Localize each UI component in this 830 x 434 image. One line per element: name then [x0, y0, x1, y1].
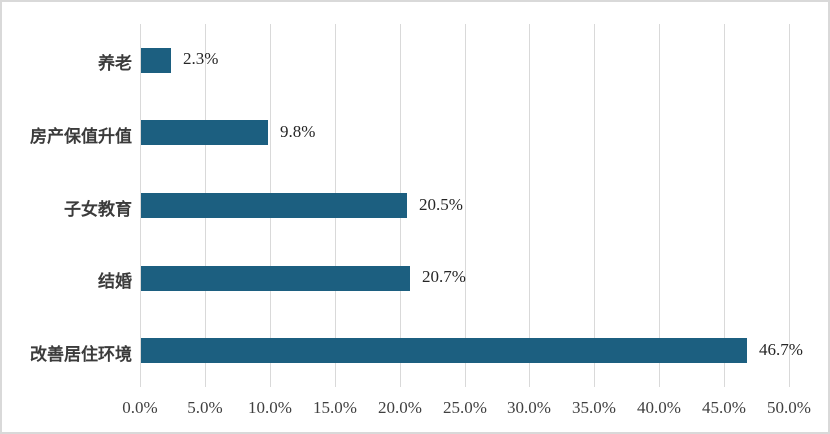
x-tick-label: 10.0%: [248, 398, 292, 417]
value-label: 20.5%: [419, 195, 463, 214]
value-label: 20.7%: [422, 267, 466, 286]
gridline: [789, 24, 790, 387]
x-tick-label: 45.0%: [702, 398, 746, 417]
category-label: 养老: [98, 54, 132, 73]
x-tick-label: 50.0%: [767, 398, 811, 417]
x-tick-label: 30.0%: [507, 398, 551, 417]
category-label: 改善居住环境: [30, 345, 132, 364]
x-tick-label: 5.0%: [187, 398, 223, 417]
value-label: 46.7%: [759, 340, 803, 359]
x-tick-label: 25.0%: [443, 398, 487, 417]
value-label: 2.3%: [183, 49, 219, 68]
x-tick-label: 35.0%: [572, 398, 616, 417]
gridline: [724, 24, 725, 387]
category-label: 子女教育: [64, 200, 132, 219]
x-tick-label: 40.0%: [637, 398, 681, 417]
bar: [141, 48, 171, 73]
x-tick-label: 0.0%: [122, 398, 158, 417]
gridline: [594, 24, 595, 387]
bar: [141, 338, 747, 363]
category-label: 结婚: [98, 272, 132, 291]
bar: [141, 266, 410, 291]
x-tick-label: 15.0%: [313, 398, 357, 417]
value-label: 9.8%: [280, 122, 316, 141]
x-tick-label: 20.0%: [378, 398, 422, 417]
gridline: [465, 24, 466, 387]
gridline: [659, 24, 660, 387]
category-label: 房产保值升值: [30, 127, 132, 146]
bar: [141, 120, 268, 145]
gridline: [140, 24, 141, 387]
gridline: [529, 24, 530, 387]
bar: [141, 193, 407, 218]
